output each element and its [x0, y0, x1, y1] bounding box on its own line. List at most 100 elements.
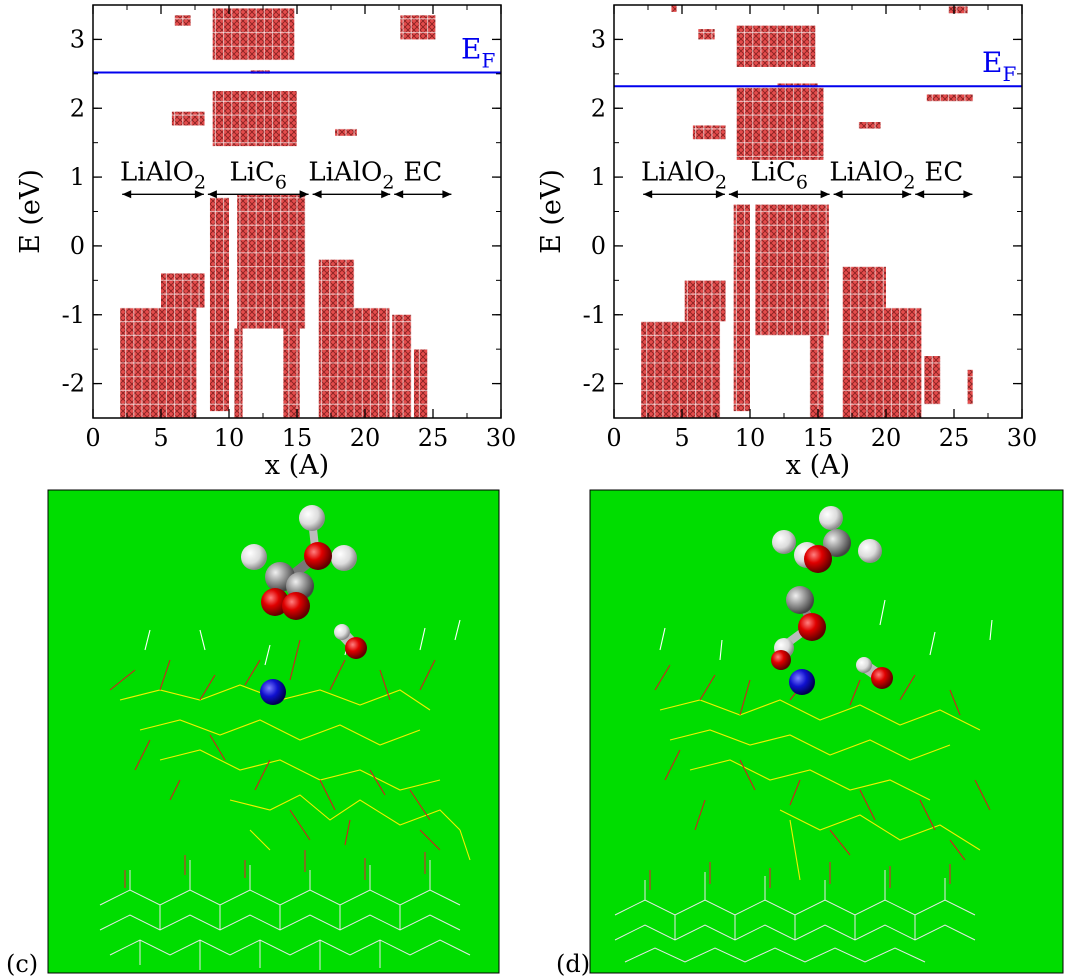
state-block	[948, 6, 968, 14]
x-axis-title: x (A)	[786, 450, 850, 481]
fermi-level-subscript: F	[1002, 62, 1016, 86]
panel-label-c: (c)	[6, 950, 38, 978]
state-block	[684, 280, 726, 322]
region-arrowhead-right	[299, 190, 309, 199]
x-axis-title: x (A)	[265, 450, 329, 481]
state-block	[926, 94, 974, 102]
region-label-subscript: 6	[275, 171, 287, 193]
region-arrowhead-left	[643, 190, 653, 199]
x-tick-label: 25	[939, 424, 970, 452]
x-tick-label: 15	[803, 424, 834, 452]
y-axis-title: E (eV)	[15, 169, 46, 254]
region-label-subscript: 2	[382, 171, 394, 193]
y-tick-label: -1	[583, 301, 606, 329]
state-block	[212, 8, 295, 61]
state-block	[413, 349, 428, 418]
region-arrowhead-left	[207, 190, 217, 199]
state-grid-texture	[92, 5, 501, 419]
region-label: LiAlO2	[308, 157, 394, 193]
y-axis-title: E (eV)	[536, 169, 567, 254]
x-tick-label: 5	[674, 424, 689, 452]
y-tick-label: 2	[70, 94, 85, 122]
graphite-lattice	[614, 870, 976, 963]
state-block	[736, 87, 824, 160]
structure-background	[47, 489, 500, 974]
structure-background	[589, 489, 1064, 974]
state-block	[283, 328, 300, 418]
y-tick-label: 1	[70, 163, 85, 191]
region-arrowhead-right	[715, 190, 725, 199]
li-ion-atom	[260, 679, 286, 705]
x-tick-label: 25	[418, 424, 449, 452]
state-block	[967, 369, 974, 405]
state-grid-texture	[613, 5, 1022, 419]
region-label-subscript: 2	[903, 171, 915, 193]
region-label: EC	[924, 157, 963, 187]
region-label: EC	[403, 157, 442, 187]
x-tick-label: 10	[214, 424, 245, 452]
y-tick-label: 0	[70, 232, 85, 260]
state-block	[212, 91, 297, 147]
x-tick-label: 30	[1007, 424, 1038, 452]
state-block	[842, 266, 886, 308]
y-tick-label: -2	[62, 370, 85, 398]
y-tick-label: 3	[70, 25, 85, 53]
region-arrowhead-right	[194, 190, 204, 199]
y-tick-label: 1	[591, 163, 606, 191]
structure-panel-c	[47, 489, 500, 974]
x-tick-label: 30	[486, 424, 517, 452]
state-block	[858, 122, 881, 129]
region-label-subscript: 6	[796, 171, 808, 193]
region-label: LiAlO2	[641, 157, 727, 193]
state-block	[641, 321, 721, 418]
state-block	[392, 314, 412, 418]
region-arrowhead-left	[915, 190, 925, 199]
region-arrowhead-right	[442, 190, 452, 199]
graphite-lattice	[99, 860, 471, 970]
state-block	[755, 204, 829, 336]
state-block	[698, 29, 715, 40]
region-arrowhead-right	[902, 190, 912, 199]
region-arrowhead-right	[820, 190, 830, 199]
region-label: LiC6	[229, 157, 287, 193]
x-tick-label: 10	[735, 424, 766, 452]
region-arrowhead-left	[122, 190, 132, 199]
ec-molecule	[771, 506, 882, 670]
x-tick-label: 0	[85, 424, 100, 452]
x-tick-label: 20	[871, 424, 902, 452]
hydroxyl-group	[856, 657, 893, 689]
oxide-network	[654, 599, 993, 881]
region-arrowhead-right	[963, 190, 973, 199]
y-tick-label: -1	[62, 301, 85, 329]
state-block	[209, 197, 229, 412]
region-label: LiAlO2	[120, 157, 206, 193]
fermi-level-subscript: F	[481, 48, 495, 72]
hydroxyl-group	[334, 624, 367, 659]
region-label: LiAlO2	[829, 157, 915, 193]
x-tick-label: 0	[606, 424, 621, 452]
region-label-subscript: 2	[194, 171, 206, 193]
x-tick-label: 15	[282, 424, 313, 452]
y-tick-label: -2	[583, 370, 606, 398]
structure-panel-d	[589, 489, 1064, 974]
state-block	[671, 5, 677, 12]
region-arrowhead-left	[394, 190, 404, 199]
region-label-subscript: 2	[715, 171, 727, 193]
state-block	[234, 328, 243, 418]
region-arrowhead-left	[833, 190, 843, 199]
y-tick-label: 3	[591, 25, 606, 53]
y-tick-label: 2	[591, 94, 606, 122]
region-arrowhead-left	[312, 190, 322, 199]
x-tick-label: 5	[153, 424, 168, 452]
x-tick-label: 20	[350, 424, 381, 452]
y-tick-label: 0	[591, 232, 606, 260]
region-arrowhead-left	[728, 190, 738, 199]
graphite-lattice-red	[649, 862, 951, 890]
graphite-lattice-red	[124, 850, 426, 888]
ec-molecule	[241, 505, 357, 620]
li-ion-atom	[789, 669, 815, 695]
panel-label-d: (d)	[556, 950, 590, 978]
